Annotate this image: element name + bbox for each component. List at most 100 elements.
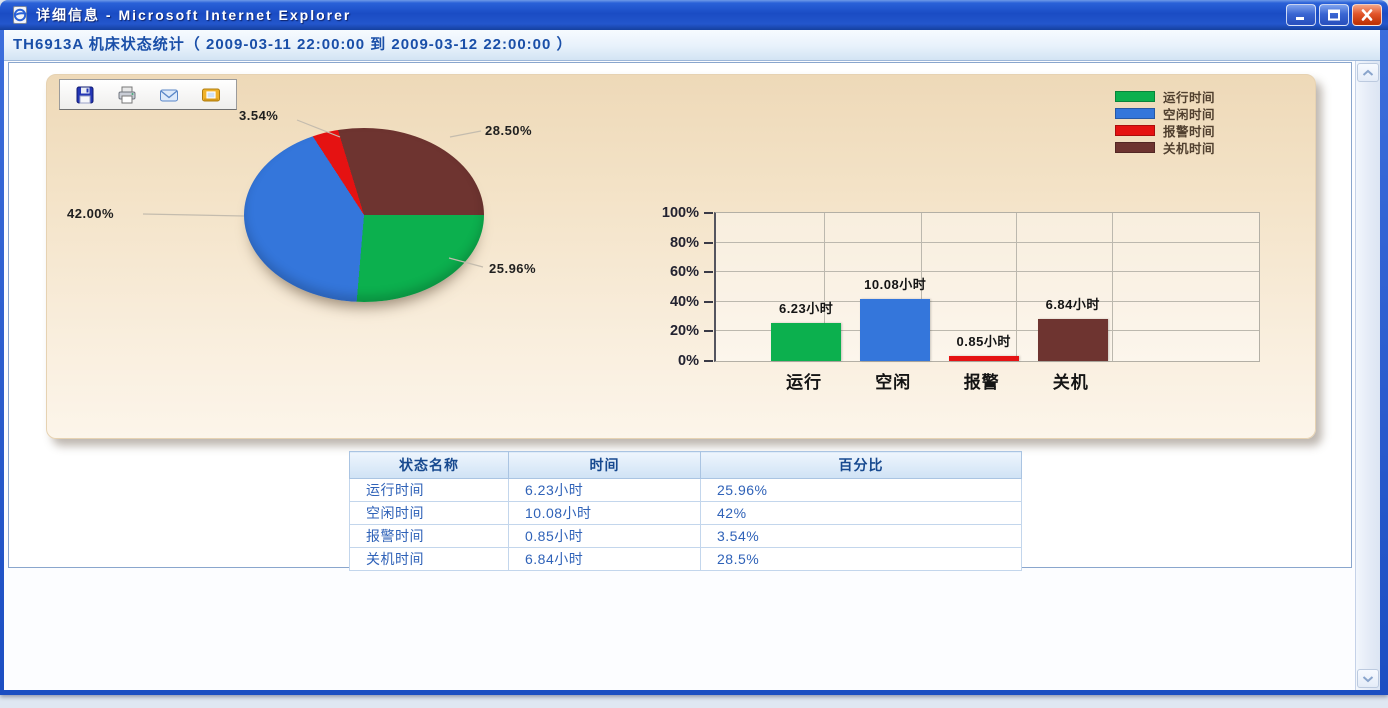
pie-chart (244, 128, 484, 302)
scroll-up-button[interactable] (1357, 63, 1379, 82)
table-cell: 空闲时间 (349, 501, 509, 525)
legend-swatch-shutdown (1115, 142, 1155, 153)
title-bar[interactable]: 详细信息 - Microsoft Internet Explorer (0, 0, 1388, 30)
export-image-button[interactable] (196, 82, 226, 108)
y-axis-tick: 100% (661, 205, 699, 221)
window-controls (1286, 4, 1382, 26)
page-title: TH6913A 机床状态统计（ 2009-03-11 22:00:00 到 20… (4, 30, 1380, 61)
legend-swatch-run (1115, 91, 1155, 102)
table-cell: 3.54% (700, 524, 1022, 548)
scroll-down-button[interactable] (1357, 669, 1379, 688)
printer-icon (118, 86, 136, 103)
table-row: 运行时间 6.23小时 25.96% (349, 478, 1022, 502)
bar-group-idle: 10.08小时 (860, 213, 931, 361)
save-icon (76, 86, 94, 103)
gridline (1015, 213, 1017, 361)
bar-chart-plot: 0% 20% 40% 60% 80% 100% 6.23小时 (662, 205, 1260, 369)
table-cell: 报警时间 (349, 524, 509, 548)
table-row: 关机时间 6.84小时 28.5% (349, 547, 1022, 571)
close-button[interactable] (1352, 4, 1382, 26)
y-axis-tickmark (704, 212, 713, 214)
y-axis-tickmark (704, 241, 713, 244)
pie-slice-label-alarm: 3.54% (239, 108, 279, 123)
legend-label: 报警时间 (1163, 125, 1216, 139)
legend-item: 报警时间 (1115, 122, 1215, 139)
table-cell: 25.96% (700, 478, 1022, 502)
bar-value-label: 6.84小时 (1045, 296, 1100, 312)
x-axis-label: 空闲 (875, 373, 912, 392)
table-header-cell: 时间 (508, 451, 701, 479)
table-header-row: 状态名称 时间 百分比 (349, 451, 1022, 479)
table-header-cell: 状态名称 (349, 451, 509, 479)
window-title: 详细信息 - Microsoft Internet Explorer (36, 7, 352, 23)
legend-swatch-alarm (1115, 125, 1155, 136)
bar-alarm (948, 355, 1019, 361)
minimize-icon (1296, 17, 1304, 20)
table-row: 空闲时间 10.08小时 42% (349, 501, 1022, 525)
table-header-cell: 百分比 (700, 451, 1022, 479)
minimize-button[interactable] (1286, 4, 1316, 26)
y-axis-tick: 20% (669, 323, 699, 340)
bar-run (771, 322, 842, 361)
print-button[interactable] (112, 82, 142, 108)
legend: 运行时间 空闲时间 报警时间 关机时间 (1115, 88, 1215, 156)
envelope-icon (160, 89, 178, 101)
y-axis-tick: 60% (669, 264, 699, 281)
bar-group-alarm: 0.85小时 (948, 213, 1019, 361)
table-cell: 0.85小时 (508, 524, 701, 548)
gridline (716, 300, 1259, 302)
chart-panel: 3.54% 28.50% 42.00% 25.96% 运行时间 空闲时间 (46, 74, 1316, 439)
table-row: 报警时间 0.85小时 3.54% (349, 524, 1022, 548)
x-axis-label: 运行 (786, 373, 823, 392)
maximize-icon (1328, 9, 1340, 21)
gridline (716, 241, 1259, 243)
chart-toolbar (59, 79, 237, 110)
pie-slice-label-idle: 42.00% (67, 206, 115, 221)
bar-value-label: 10.08小时 (864, 276, 927, 292)
image-export-icon (202, 88, 220, 101)
page-content: 3.54% 28.50% 42.00% 25.96% 运行时间 空闲时间 (4, 61, 1380, 690)
table-cell: 6.84小时 (508, 547, 701, 571)
table-cell: 运行时间 (349, 478, 509, 502)
chevron-up-icon (1362, 69, 1374, 76)
gridline (716, 271, 1259, 273)
gridline (824, 213, 826, 361)
chevron-down-icon (1362, 675, 1374, 682)
stats-table: 状态名称 时间 百分比 运行时间 6.23小时 25.96% 空闲时间 (349, 451, 1022, 571)
legend-swatch-idle (1115, 108, 1155, 119)
save-button[interactable] (70, 82, 100, 108)
bar-idle (860, 298, 931, 361)
legend-label: 关机时间 (1163, 142, 1216, 156)
gridline (921, 213, 923, 361)
vertical-scrollbar[interactable] (1355, 61, 1380, 690)
legend-label: 运行时间 (1163, 91, 1216, 105)
table-cell: 6.23小时 (508, 478, 701, 502)
close-icon (1361, 9, 1373, 21)
y-axis-tickmark (704, 300, 713, 303)
gridline (1111, 213, 1113, 361)
pie-slice-label-shutdown: 28.50% (485, 123, 533, 138)
y-axis-tickmark (704, 360, 713, 362)
legend-item: 运行时间 (1115, 88, 1215, 105)
legend-label: 空闲时间 (1163, 108, 1216, 122)
maximize-button[interactable] (1319, 4, 1349, 26)
pie-slice-label-run: 25.96% (489, 261, 537, 276)
email-button[interactable] (154, 82, 184, 108)
bar-group-run: 6.23小时 (771, 213, 842, 361)
y-axis-tickmark (704, 330, 713, 333)
x-axis-labels: 运行 空闲 报警 关机 (714, 368, 1257, 392)
report-frame: 3.54% 28.50% 42.00% 25.96% 运行时间 空闲时间 (8, 62, 1352, 571)
table-cell: 10.08小时 (508, 501, 701, 525)
bar-group-shutdown: 6.84小时 (1037, 213, 1108, 361)
x-axis-label: 报警 (963, 373, 1000, 392)
gridline (716, 330, 1259, 332)
bar-shutdown (1037, 318, 1108, 361)
y-axis-tickmark (704, 271, 713, 274)
legend-item: 空闲时间 (1115, 105, 1215, 122)
y-axis-tick: 80% (669, 234, 699, 251)
y-axis-tick: 40% (669, 293, 699, 310)
bar-value-label: 6.23小时 (778, 300, 834, 316)
table-cell: 关机时间 (349, 547, 509, 571)
table-cell: 42% (700, 501, 1022, 525)
